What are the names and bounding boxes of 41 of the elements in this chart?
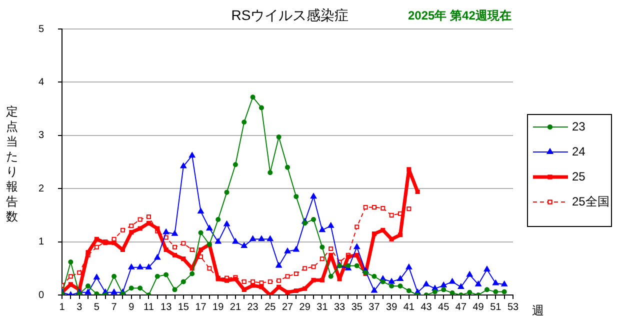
y-tick-label: 4 (38, 76, 44, 88)
y-axis-title: 定点当たり報告数 (6, 104, 18, 224)
x-tick-label: 27 (282, 302, 294, 313)
x-tick-label: 39 (386, 302, 398, 313)
legend-label: 23 (572, 119, 586, 134)
x-tick-label: 23 (247, 302, 259, 313)
x-tick-label: 31 (316, 302, 328, 313)
x-tick-label: 41 (403, 302, 415, 313)
x-tick-label: 33 (334, 302, 346, 313)
legend-label: 24 (572, 144, 586, 158)
x-tick-label: 5 (94, 302, 100, 313)
x-tick-label: 47 (455, 302, 467, 313)
text: 2025年 第42週現在 (408, 8, 512, 22)
x-tick-label: 1 (59, 302, 66, 313)
x-axis-title: 週 (532, 303, 544, 318)
x-tick-label: 45 (438, 302, 450, 313)
x-tick-label: 29 (299, 302, 311, 313)
y-tick-label: 3 (38, 130, 44, 142)
x-tick-label: 51 (490, 302, 502, 313)
x-tick-label: 3 (76, 302, 83, 313)
x-tick-label: 53 (507, 302, 519, 313)
x-tick-label: 37 (368, 302, 380, 313)
x-tick-label: 25 (264, 302, 276, 313)
x-tick-label: 13 (160, 302, 172, 313)
x-tick-label: 9 (128, 302, 135, 313)
legend-label: 25全国 (572, 194, 610, 208)
x-tick-label: 19 (212, 302, 224, 313)
y-tick-label: 2 (38, 183, 44, 194)
x-tick-label: 43 (420, 302, 432, 313)
chart-title: RSウイルス感染症 (231, 6, 349, 23)
x-tick-label: 35 (351, 302, 363, 313)
y-tick-label: 1 (38, 236, 44, 248)
y-tick-label: 5 (38, 24, 44, 35)
x-tick-label: 7 (111, 302, 118, 313)
y-tick-label: 0 (38, 290, 44, 301)
legend-label: 25 (572, 169, 586, 184)
x-tick-label: 49 (472, 302, 484, 313)
x-tick-label: 17 (195, 302, 207, 313)
x-tick-label: 15 (178, 302, 190, 313)
x-tick-label: 21 (230, 302, 242, 313)
x-tick-label: 11 (144, 302, 154, 313)
